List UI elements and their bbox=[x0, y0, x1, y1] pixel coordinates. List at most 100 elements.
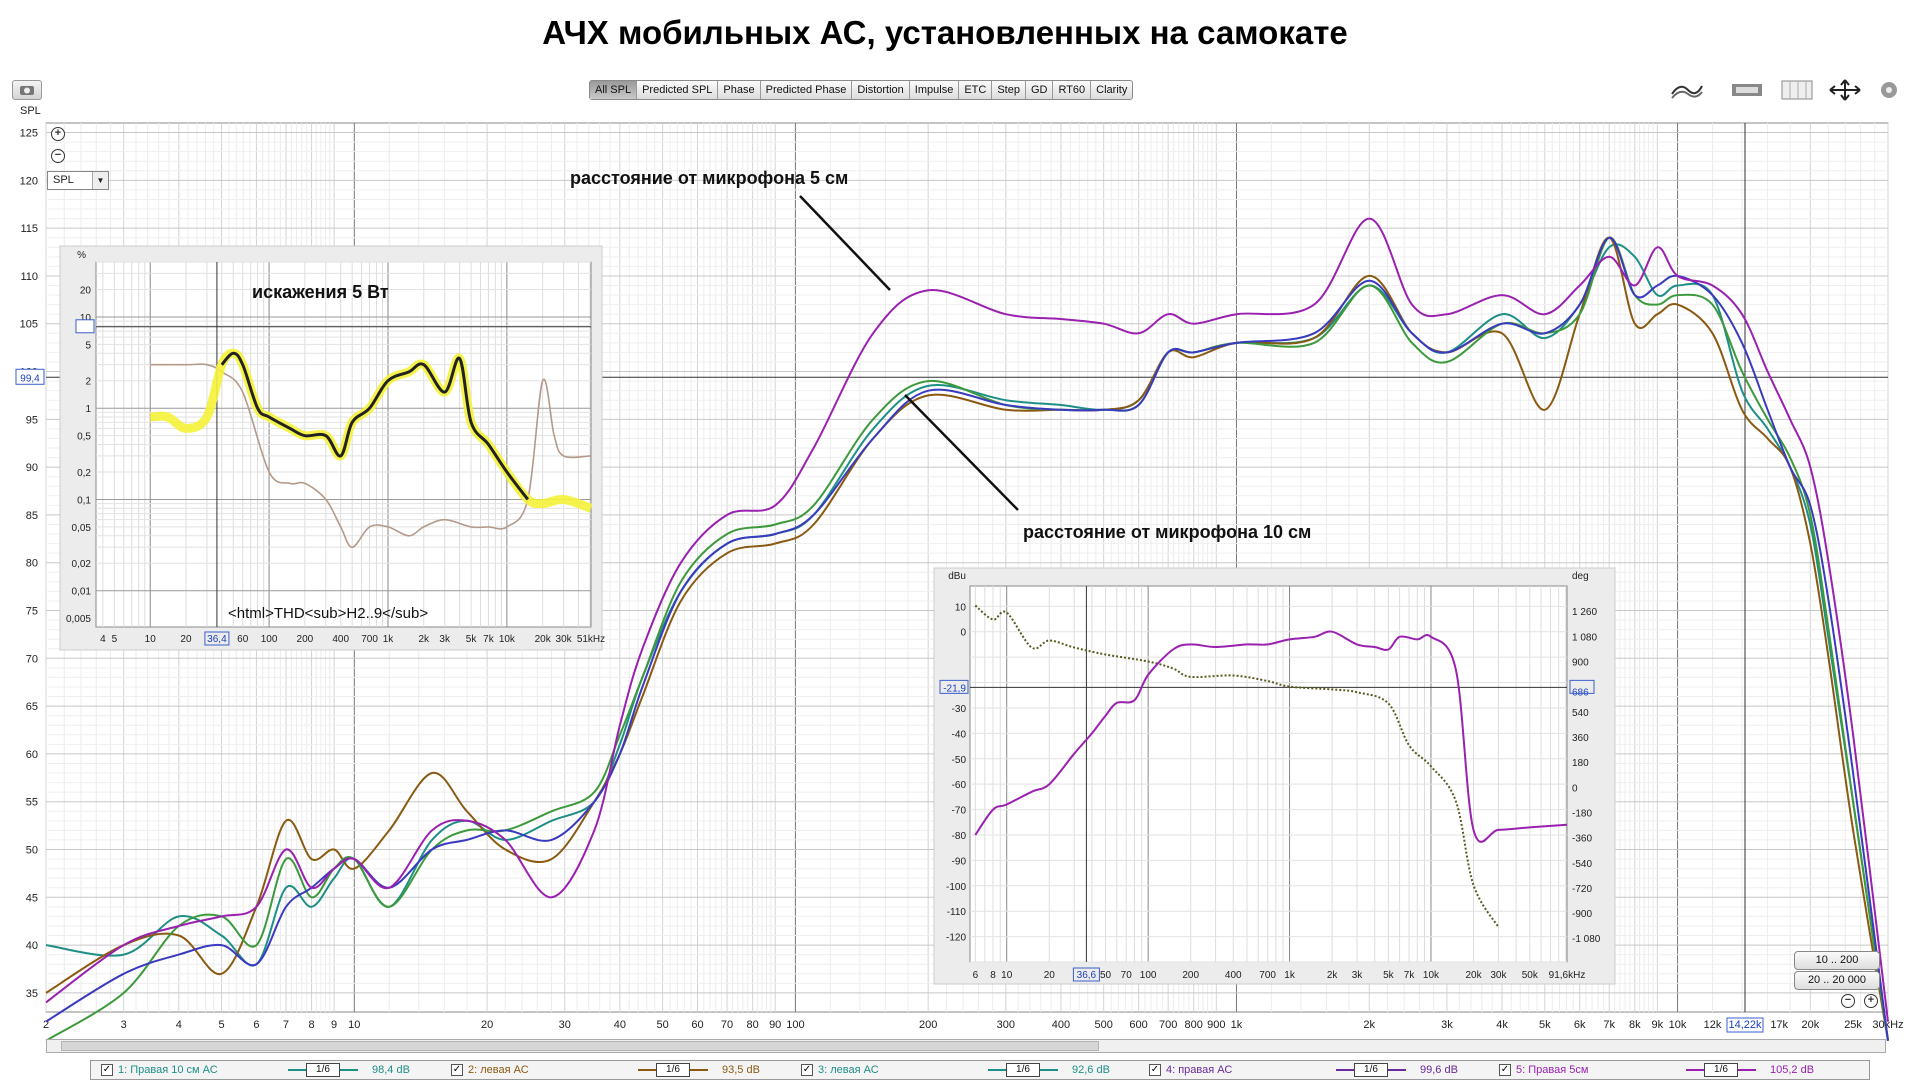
phase-y-tick: -30 bbox=[952, 704, 967, 715]
phase-y-tick: -40 bbox=[952, 729, 967, 740]
tab-gd[interactable]: GD bbox=[1026, 81, 1054, 99]
zoom-out-x-button[interactable]: − bbox=[1841, 994, 1855, 1008]
zoom-in-button[interactable]: + bbox=[51, 127, 65, 141]
checkbox[interactable]: ✓ bbox=[801, 1064, 813, 1076]
legend-item[interactable]: ✓ 3: левая АС 1/6 92,6 dB bbox=[801, 1063, 1132, 1077]
range-10-200-button[interactable]: 10 .. 200 bbox=[1794, 951, 1880, 970]
x-tick-label: 600 bbox=[1129, 1019, 1147, 1031]
thd-x-tick: 200 bbox=[297, 634, 314, 645]
x-tick-label: 9k bbox=[1652, 1019, 1664, 1031]
scroll-thumb[interactable] bbox=[61, 1041, 1099, 1051]
legend-item[interactable]: ✓ 2: левая АС 1/6 93,5 dB bbox=[451, 1063, 782, 1077]
y-tick-label: 90 bbox=[26, 462, 38, 474]
smoothing-control[interactable]: 1/6 bbox=[288, 1063, 358, 1077]
range-20-20000-button[interactable]: 20 .. 20 000 bbox=[1794, 971, 1880, 990]
annotation-top: расстояние от микрофона 5 см bbox=[570, 168, 848, 188]
zoom-in-x-button[interactable]: + bbox=[1864, 994, 1878, 1008]
legend-value: 92,6 dB bbox=[1072, 1064, 1110, 1076]
x-tick-label: 17k bbox=[1770, 1019, 1788, 1031]
x-tick-label: 30kHz bbox=[1872, 1019, 1903, 1031]
tab-predicted-spl[interactable]: Predicted SPL bbox=[637, 81, 719, 99]
phase-x-tick: 7k bbox=[1404, 970, 1416, 981]
smoothing-value: 1/6 bbox=[1704, 1063, 1738, 1077]
phase-x-tick: 20k bbox=[1465, 970, 1482, 981]
x-tick-label: 800 bbox=[1185, 1019, 1203, 1031]
controls-icon[interactable] bbox=[1728, 78, 1766, 102]
gear-icon[interactable] bbox=[1874, 78, 1912, 102]
phase-x-tick: 1k bbox=[1284, 970, 1296, 981]
legend-label: 3: левая АС bbox=[818, 1064, 879, 1076]
spl-select[interactable]: SPL ▼ bbox=[47, 171, 109, 190]
thd-y-tick: 0,1 bbox=[77, 495, 91, 506]
thd-x-tick: 4 bbox=[100, 634, 106, 645]
phase-cursor-y-badge bbox=[939, 679, 969, 694]
tab-step[interactable]: Step bbox=[992, 81, 1026, 99]
checkbox[interactable]: ✓ bbox=[1149, 1064, 1161, 1076]
checkbox[interactable]: ✓ bbox=[101, 1064, 113, 1076]
phase-y-tick: -21,9 bbox=[943, 683, 966, 694]
tab-all-spl[interactable]: All SPL bbox=[590, 81, 638, 99]
phase-x-tick: 6 bbox=[973, 970, 979, 981]
phase-y2-tick: 1 260 bbox=[1572, 607, 1597, 618]
x-tick-label: 12k bbox=[1704, 1019, 1722, 1031]
thd-x-tick: 60 bbox=[237, 634, 249, 645]
thd-y-tick: 0,5 bbox=[77, 432, 91, 443]
phase-y2-tick: 360 bbox=[1572, 733, 1589, 744]
x-tick-label: 100 bbox=[786, 1019, 804, 1031]
split-icon[interactable] bbox=[1778, 78, 1816, 102]
thd-y-tick: 0,005 bbox=[66, 614, 91, 625]
thd-x-tick: 10 bbox=[145, 634, 157, 645]
tab-predicted-phase[interactable]: Predicted Phase bbox=[761, 81, 853, 99]
phase-x-tick: 10 bbox=[1001, 970, 1013, 981]
spl-select-value: SPL bbox=[53, 174, 74, 186]
smoothing-control[interactable]: 1/6 bbox=[988, 1063, 1058, 1077]
x-tick-label: 10 bbox=[348, 1019, 360, 1031]
phase-x-tick: 2k bbox=[1327, 970, 1339, 981]
phase-y2-tick: -360 bbox=[1572, 834, 1592, 845]
phase-x-tick: 3k bbox=[1352, 970, 1364, 981]
y-axis-label: SPL bbox=[20, 105, 41, 117]
resize-icon[interactable] bbox=[1826, 78, 1864, 102]
thd-y-tick: 20 bbox=[80, 285, 92, 296]
phase-y-label: dBu bbox=[948, 571, 966, 582]
thd-x-tick: 5k bbox=[466, 634, 478, 645]
tab-etc[interactable]: ETC bbox=[959, 81, 993, 99]
cursor-y-badge bbox=[15, 368, 45, 385]
camera-icon[interactable] bbox=[12, 80, 42, 100]
phase-x-tick: 50 bbox=[1100, 970, 1112, 981]
phase-series-magnitude bbox=[974, 630, 1568, 843]
tab-distortion[interactable]: Distortion bbox=[852, 81, 910, 99]
tab-rt60[interactable]: RT60 bbox=[1053, 81, 1092, 99]
y-tick-label: 65 bbox=[26, 701, 38, 713]
x-tick-label: 500 bbox=[1095, 1019, 1113, 1031]
legend-label: 1: Правая 10 см АС bbox=[118, 1064, 218, 1076]
thd-series-h29 bbox=[150, 363, 592, 549]
x-tick-label: 6 bbox=[253, 1019, 259, 1031]
phase-x-tick: 91,6kHz bbox=[1549, 970, 1586, 981]
overlay-icon[interactable] bbox=[1668, 78, 1706, 102]
phase-y2-tick: -540 bbox=[1572, 859, 1592, 870]
x-tick-label: 30 bbox=[559, 1019, 571, 1031]
phase-y-tick: -50 bbox=[952, 755, 967, 766]
x-tick-label: 300 bbox=[997, 1019, 1015, 1031]
phase-y-tick: -90 bbox=[952, 856, 967, 867]
tab-impulse[interactable]: Impulse bbox=[910, 81, 960, 99]
zoom-out-button[interactable]: − bbox=[51, 149, 65, 163]
tab-phase[interactable]: Phase bbox=[718, 81, 761, 99]
horizontal-scrollbar[interactable] bbox=[46, 1039, 1886, 1053]
x-tick-label: 20 bbox=[481, 1019, 493, 1031]
thd-series bbox=[149, 348, 593, 549]
phase-x-tick: 8 bbox=[990, 970, 996, 981]
thd-x-tick: 700 bbox=[361, 634, 378, 645]
phase-y-tick: -120 bbox=[946, 933, 966, 944]
legend-item[interactable]: ✓ 5: Правая 5см 1/6 105,2 dB bbox=[1499, 1063, 1830, 1077]
tab-clarity[interactable]: Clarity bbox=[1096, 84, 1128, 96]
legend-item[interactable]: ✓ 1: Правая 10 см АС 1/6 98,4 dB bbox=[101, 1063, 432, 1077]
smoothing-control[interactable]: 1/6 bbox=[638, 1063, 708, 1077]
x-tick-label: 5 bbox=[218, 1019, 224, 1031]
checkbox[interactable]: ✓ bbox=[451, 1064, 463, 1076]
legend-item[interactable]: ✓ 4: правая АС 1/6 99,6 dB bbox=[1149, 1063, 1480, 1077]
checkbox[interactable]: ✓ bbox=[1499, 1064, 1511, 1076]
smoothing-control[interactable]: 1/6 bbox=[1336, 1063, 1406, 1077]
smoothing-control[interactable]: 1/6 bbox=[1686, 1063, 1756, 1077]
